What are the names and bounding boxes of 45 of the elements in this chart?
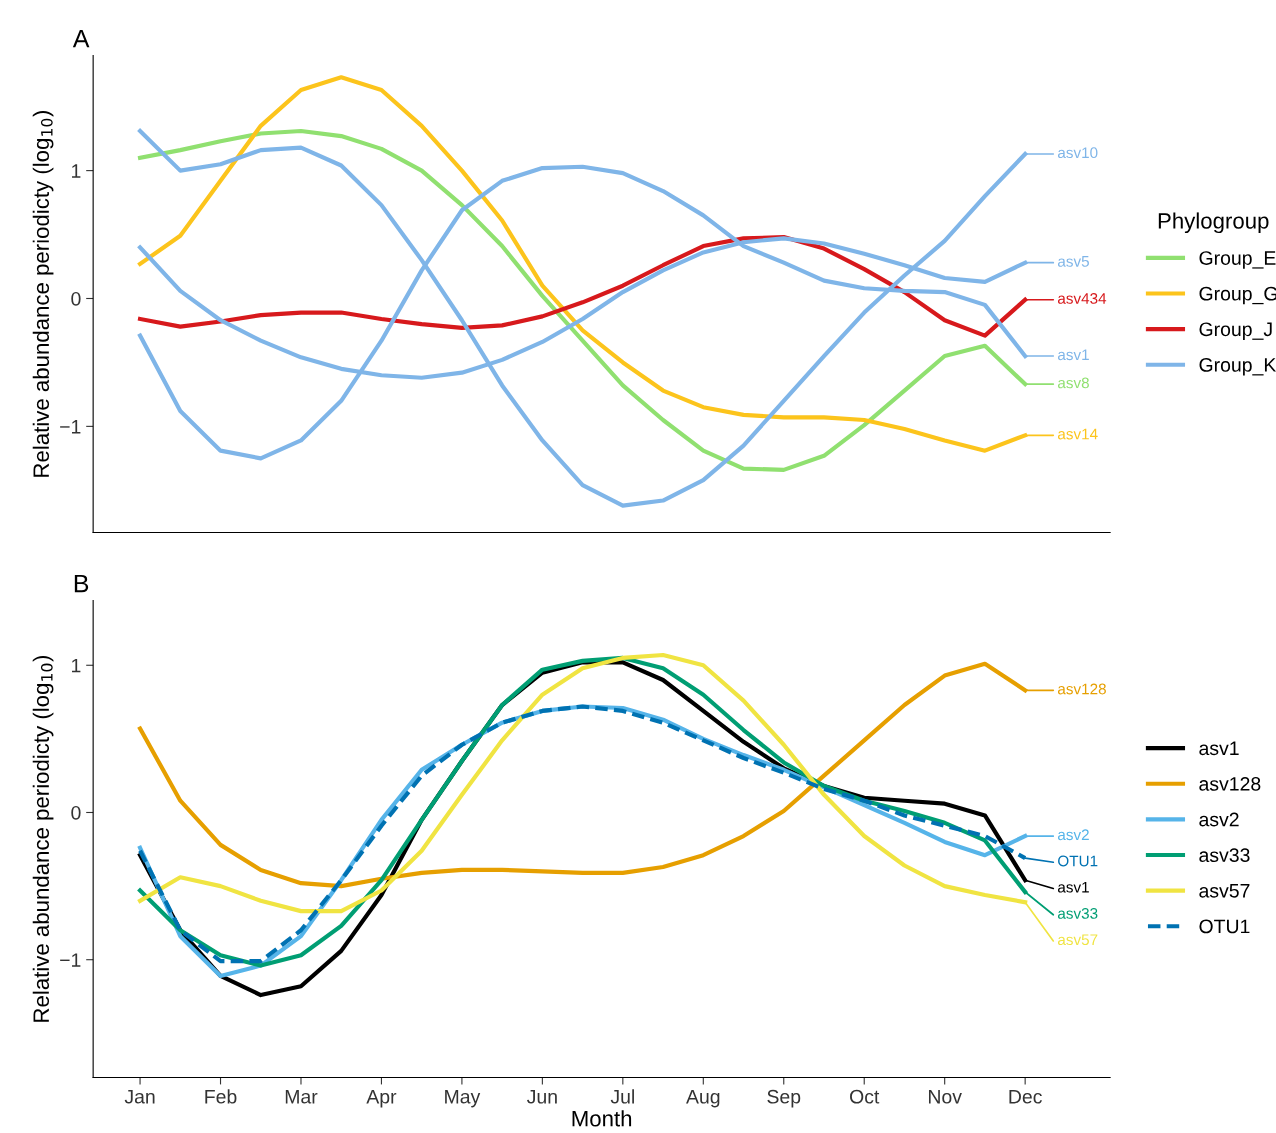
x-axis-title: Month xyxy=(572,1110,632,1127)
y-tick-label: 1 xyxy=(72,658,81,673)
text: asv1 xyxy=(1199,741,1239,756)
text: OTU1 xyxy=(1199,919,1250,934)
legend-label: asv57 xyxy=(1199,884,1250,898)
legend-label: asv128 xyxy=(1057,683,1106,695)
x-tick-label: Jan xyxy=(124,1090,155,1104)
chart-title: A xyxy=(72,29,90,48)
text: asv33 xyxy=(1199,848,1250,863)
annotation: asv10 xyxy=(1057,147,1098,159)
text: asv2 xyxy=(1199,812,1239,827)
text: asv57 xyxy=(1057,934,1098,946)
y-tick-label: −1 xyxy=(60,420,81,434)
legend-label: OTU1 xyxy=(1058,855,1098,867)
y-axis-title: Relative abundance periodicty (log$_{10}$) xyxy=(32,655,54,1022)
y-tick-label: −1 xyxy=(60,953,81,967)
annotation: asv5 xyxy=(1057,256,1089,267)
annotation: asv14 xyxy=(1057,428,1098,440)
x-tick-label: Feb xyxy=(205,1089,237,1104)
x-tick-label: Dec xyxy=(1009,1090,1042,1104)
x-tick-label: Sep xyxy=(767,1089,801,1108)
legend-label: Group_J xyxy=(1199,322,1272,340)
x-tick-label: Jun xyxy=(527,1090,557,1104)
y-tick-label: 1 xyxy=(72,164,81,178)
x-tick-label: Jul xyxy=(610,1089,634,1104)
legend-label: Group_K xyxy=(1199,358,1276,376)
x-tick-label: May xyxy=(445,1090,481,1108)
x-tick-label: Nov xyxy=(928,1090,962,1104)
legend-label: asv33 xyxy=(1057,908,1098,919)
annotation: asv434 xyxy=(1057,293,1107,304)
legend-label: Group_E xyxy=(1199,251,1276,269)
legend-title: Phylogroup xyxy=(1158,212,1269,234)
x-tick-label: Apr xyxy=(366,1090,397,1108)
x-tick-label: Mar xyxy=(285,1090,318,1104)
y-tick-label: 0 xyxy=(71,805,81,820)
text: asv128 xyxy=(1199,777,1261,791)
x-tick-label: Aug xyxy=(686,1090,720,1108)
legend-label: asv1 xyxy=(1057,881,1089,893)
annotation: asv1 xyxy=(1057,349,1089,361)
chart-title: B xyxy=(74,574,89,593)
legend-label: asv2 xyxy=(1057,829,1089,841)
annotation: asv8 xyxy=(1057,377,1089,389)
x-tick-label: Oct xyxy=(850,1089,880,1104)
y-tick-label: 0 xyxy=(71,291,81,306)
y-axis-title: Relative abundance periodicty (log$_{10}$) xyxy=(32,110,54,477)
